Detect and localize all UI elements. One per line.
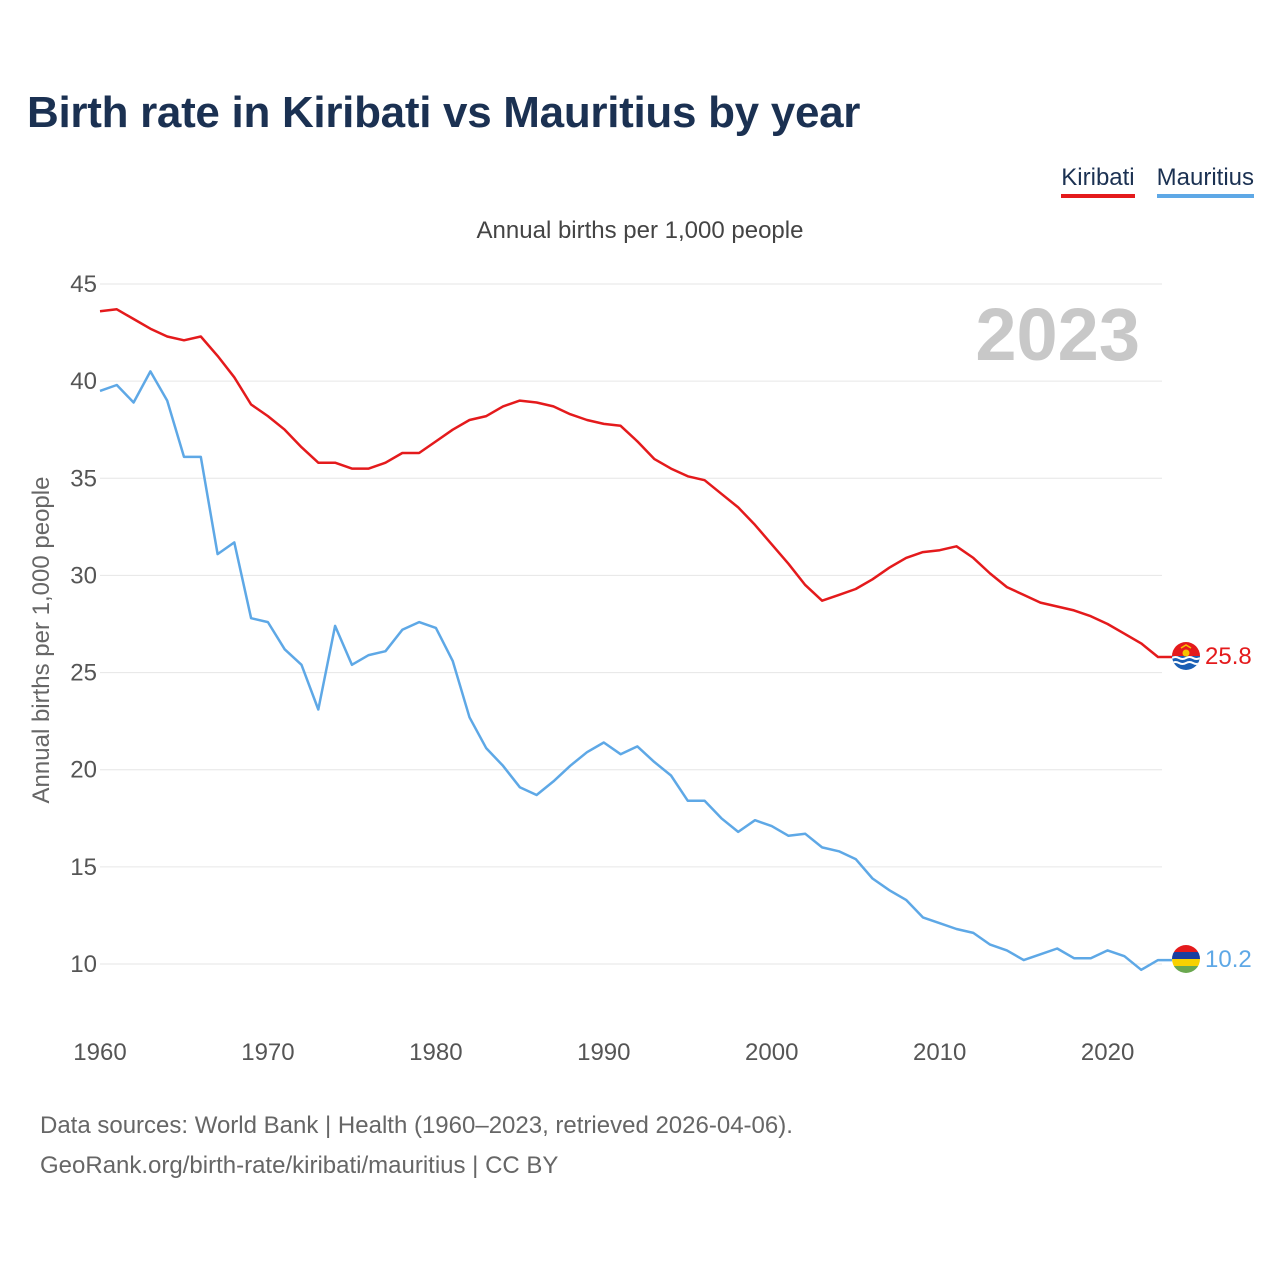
x-tick-label: 2020 [1081,1039,1134,1066]
y-tick-label: 25 [70,660,97,687]
legend-item-mauritius[interactable]: Mauritius [1156,164,1254,198]
y-tick-label: 30 [70,562,97,589]
y-tick-label: 35 [70,465,97,492]
chart-title: Birth rate in Kiribati vs Mauritius by y… [27,88,861,137]
y-tick-label: 15 [70,854,97,881]
series-line-kiribati[interactable] [99,308,1172,659]
footer: Data sources: World Bank | Health (1960–… [40,1106,793,1186]
x-tick-label: 1980 [409,1039,462,1066]
y-tick-label: 10 [70,951,97,978]
year-overlay: 2023 [975,293,1140,376]
mauritius-flag-icon [1172,945,1200,973]
y-tick-label: 45 [70,271,97,298]
legend: Kiribati Mauritius [1061,164,1254,198]
end-label-kiribati: 25.8 [1205,643,1252,670]
kiribati-flag-icon [1172,642,1200,670]
legend-item-kiribati[interactable]: Kiribati [1061,164,1135,198]
footer-sources: Data sources: World Bank | Health (1960–… [40,1112,793,1139]
y-tick-label: 40 [70,368,97,395]
footer-link[interactable]: GeoRank.org/birth-rate/kiribati/mauritiu… [40,1152,559,1179]
x-tick-label: 1990 [577,1039,630,1066]
x-tick-label: 1970 [241,1039,294,1066]
x-tick-label: 1960 [73,1039,126,1066]
x-tick-label: 2000 [745,1039,798,1066]
end-label-mauritius: 10.2 [1205,946,1252,973]
x-tick-label: 2010 [913,1039,966,1066]
chart-subtitle: Annual births per 1,000 people [476,217,804,244]
series-line-mauritius[interactable] [99,370,1172,972]
y-tick-label: 20 [70,757,97,784]
